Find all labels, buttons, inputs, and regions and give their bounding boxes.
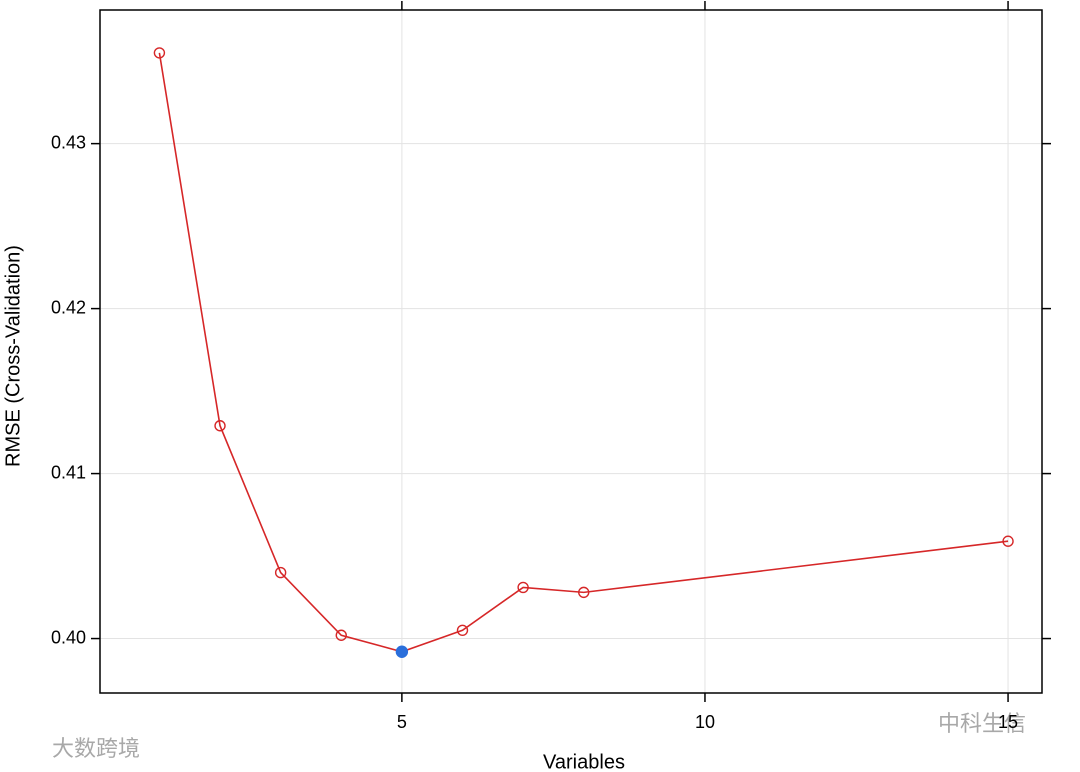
plot-frame <box>99 9 1043 694</box>
y-tick-label: 0.42 <box>51 297 86 317</box>
point <box>274 566 287 579</box>
point <box>1002 535 1014 547</box>
watermark: 中科生信 <box>938 711 1026 736</box>
point <box>517 581 529 594</box>
y-tick-label: 0.41 <box>51 462 86 482</box>
x-axis-label: Variables <box>543 751 625 772</box>
point <box>456 624 469 637</box>
y-tick-label: 0.43 <box>51 132 86 152</box>
point <box>214 420 226 432</box>
point <box>578 586 590 599</box>
y-tick-label: 0.40 <box>51 627 86 647</box>
highlight-point <box>395 645 409 658</box>
point <box>153 47 166 59</box>
x-tick-label: 15 <box>998 712 1018 732</box>
x-tick-label: 10 <box>695 712 715 732</box>
point <box>335 629 347 641</box>
watermark: 大数跨境 <box>52 736 140 761</box>
y-axis-label: RMSE (Cross-Validation) <box>2 245 24 467</box>
x-tick-label: 5 <box>397 712 407 732</box>
